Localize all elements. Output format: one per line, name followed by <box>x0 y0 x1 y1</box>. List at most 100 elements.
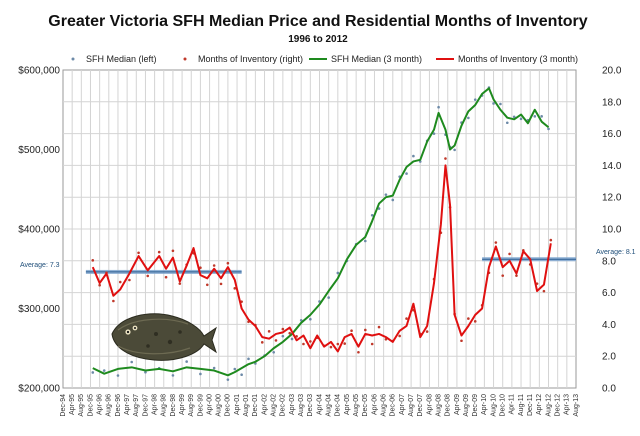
x-axis-tick-label: Apr-12 <box>536 394 543 415</box>
inventory-point <box>219 282 223 286</box>
left-axis-tick-label: $400,000 <box>18 225 60 236</box>
sfh-median-point <box>336 271 340 275</box>
inventory-point <box>542 289 546 293</box>
x-axis-tick-label: Aug-96 <box>106 394 113 417</box>
sfh-median-3-month-line <box>92 87 550 377</box>
inventory-point <box>460 339 463 343</box>
sfh-median-point <box>199 372 202 376</box>
x-axis-tick-label: Apr-13 <box>564 394 571 415</box>
sfh-median-point <box>473 98 477 101</box>
inventory-point <box>171 249 175 253</box>
inventory-point <box>128 278 131 282</box>
x-axis-tick-label: Dec-12 <box>555 394 562 417</box>
left-axis-tick-label: $200,000 <box>18 384 60 395</box>
inventory-point <box>91 259 95 262</box>
sfh-median-point <box>144 370 147 374</box>
sfh-median-point <box>370 214 374 217</box>
sfh-median-point <box>437 105 440 109</box>
inventory-point <box>329 345 333 349</box>
inventory-point <box>212 264 216 267</box>
x-axis-tick-label: Apr-00 <box>206 394 213 415</box>
chart-subtitle: 1996 to 2012 <box>288 34 348 45</box>
sfh-median-point <box>432 132 436 135</box>
sfh-median-point <box>540 115 543 118</box>
sfh-median-point <box>281 334 285 338</box>
inventory-point <box>98 283 101 287</box>
inventory-point <box>501 274 505 277</box>
sfh-median-point <box>405 172 408 175</box>
x-axis-tick-label: Apr-01 <box>234 394 241 415</box>
inventory-point <box>281 327 285 331</box>
x-axis-tick-label: Aug-01 <box>243 394 250 417</box>
sfh-median-point <box>364 239 367 243</box>
x-axis-tick-label: Apr-09 <box>454 394 461 415</box>
x-axis-tick-label: Dec-95 <box>87 394 94 417</box>
x-axis-tick-label: Dec-10 <box>500 394 507 417</box>
right-axis-tick-label: 14.0 <box>602 161 622 172</box>
average-label: Average: 7.3 <box>20 262 60 269</box>
x-axis-tick-label: Dec-00 <box>225 394 232 417</box>
grid <box>63 70 576 388</box>
right-axis-tick-label: 12.0 <box>602 193 622 204</box>
sfh-median-point <box>547 127 550 131</box>
inventory-point <box>444 157 447 160</box>
halibut-fish-icon <box>111 313 217 361</box>
legend-label: SFH Median (left) <box>86 54 157 64</box>
x-axis-tick-label: Dec-99 <box>197 394 204 417</box>
sfh-median-point <box>467 116 470 120</box>
sfh-median-point <box>212 366 216 370</box>
sfh-median-point <box>91 371 95 374</box>
sfh-median-point <box>171 374 175 377</box>
inventory-point <box>309 340 312 343</box>
x-axis-tick-label: Apr-05 <box>344 394 351 415</box>
inventory-point <box>364 328 367 332</box>
sfh-median-point <box>240 373 243 377</box>
legend-marker <box>183 57 187 61</box>
x-axis-tick-label: Aug-99 <box>188 394 195 417</box>
x-axis-tick-label: Aug-98 <box>161 394 168 417</box>
inventory-point <box>377 325 381 329</box>
right-axis-tick-label: 4.0 <box>602 320 616 331</box>
x-axis-tick-label: Aug-97 <box>133 394 140 417</box>
x-axis-tick-label: Dec-97 <box>142 394 149 417</box>
inventory-point <box>118 280 122 284</box>
x-axis-tick-label: Aug-07 <box>408 394 415 417</box>
right-axis-tick-label: 0.0 <box>602 384 616 395</box>
x-axis-tick-label: Dec-03 <box>307 394 314 417</box>
left-axis-tick-label: $500,000 <box>18 145 60 156</box>
x-axis-tick-label: Aug-11 <box>518 394 525 416</box>
x-axis-tick-label: Aug-10 <box>490 394 497 417</box>
sfh-median-point <box>130 360 134 364</box>
inventory-point <box>398 334 401 338</box>
x-axis-tick-label: Apr-11 <box>509 394 516 415</box>
x-axis-tick-label: Dec-05 <box>362 394 369 417</box>
average-label: Average: 8.1 <box>596 249 636 256</box>
sfh-median-point <box>309 317 312 321</box>
sfh-median-point <box>272 351 275 354</box>
inventory-point <box>508 252 511 256</box>
inventory-point <box>274 339 278 342</box>
inventory-point <box>288 331 292 335</box>
legend-label: Months of Inventory (3 month) <box>458 54 578 64</box>
x-axis-tick-label: Apr-08 <box>426 394 433 415</box>
inventory-point <box>549 238 553 242</box>
inventory-point <box>370 342 374 346</box>
sfh-median-point <box>505 121 509 125</box>
x-axis-tick-label: Apr-95 <box>69 394 76 415</box>
x-axis-tick-label: Aug-05 <box>353 394 360 417</box>
sfh-median-point <box>102 369 106 372</box>
x-axis-tick-label: Aug-08 <box>435 394 442 417</box>
sfh-median-point <box>233 367 237 371</box>
right-axis-tick-label: 18.0 <box>602 97 622 108</box>
x-axis-tick-label: Aug-95 <box>78 394 85 417</box>
sfh-median-point <box>384 193 388 196</box>
right-axis-tick-label: 8.0 <box>602 256 616 267</box>
inventory-point <box>146 274 150 278</box>
x-axis-tick-label: Dec-01 <box>252 394 259 417</box>
x-axis-tick-label: Apr-07 <box>399 394 406 415</box>
right-axis-tick-label: 6.0 <box>602 288 616 299</box>
inventory-point <box>178 282 182 285</box>
inventory-point <box>494 241 498 244</box>
sfh-median-point <box>412 154 415 158</box>
